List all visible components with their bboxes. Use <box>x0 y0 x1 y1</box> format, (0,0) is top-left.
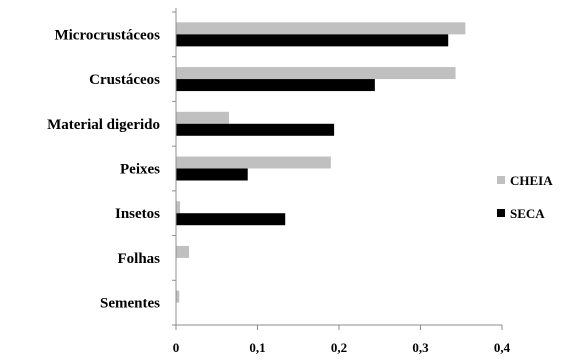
legend-label-cheia: CHEIA <box>510 173 553 188</box>
x-axis-ticks: 0 0,1 0,2 0,3 0,4 <box>173 325 511 355</box>
category-label: Sementes <box>100 296 160 312</box>
bar-cheia-4 <box>176 156 331 169</box>
bar-cheia-2 <box>176 67 456 80</box>
category-label: Material digerido <box>47 117 160 133</box>
bar-cheia-7 <box>176 290 180 303</box>
category-labels: Microcrustáceos Crustáceos Material digeri… <box>47 27 160 311</box>
category-label: Folhas <box>117 251 160 267</box>
category-label: Insetos <box>115 206 160 222</box>
bar-cheia-5 <box>176 201 181 214</box>
bar-seca-3 <box>176 123 335 136</box>
bar-cheia-6 <box>176 245 190 258</box>
category-label: Crustáceos <box>89 72 160 88</box>
x-tick-label: 0,4 <box>494 340 511 355</box>
x-tick-label: 0,2 <box>331 340 347 355</box>
legend: CHEIA SECA <box>497 173 553 221</box>
bar-seca-1 <box>176 34 449 47</box>
category-label: Peixes <box>120 162 160 178</box>
x-tick-label: 0,3 <box>412 340 429 355</box>
x-tick-label: 0 <box>173 340 180 355</box>
x-tick-label: 0,1 <box>249 340 265 355</box>
category-label: Microcrustáceos <box>54 27 160 43</box>
bar-cheia-3 <box>176 111 229 124</box>
bars-group <box>172 11 466 326</box>
bar-seca-2 <box>176 79 375 92</box>
legend-label-seca: SECA <box>510 206 545 221</box>
legend-swatch-seca <box>497 209 505 217</box>
bar-cheia-1 <box>176 22 466 35</box>
legend-swatch-cheia <box>497 176 505 184</box>
bar-seca-4 <box>176 168 248 181</box>
bar-seca-5 <box>176 213 286 226</box>
